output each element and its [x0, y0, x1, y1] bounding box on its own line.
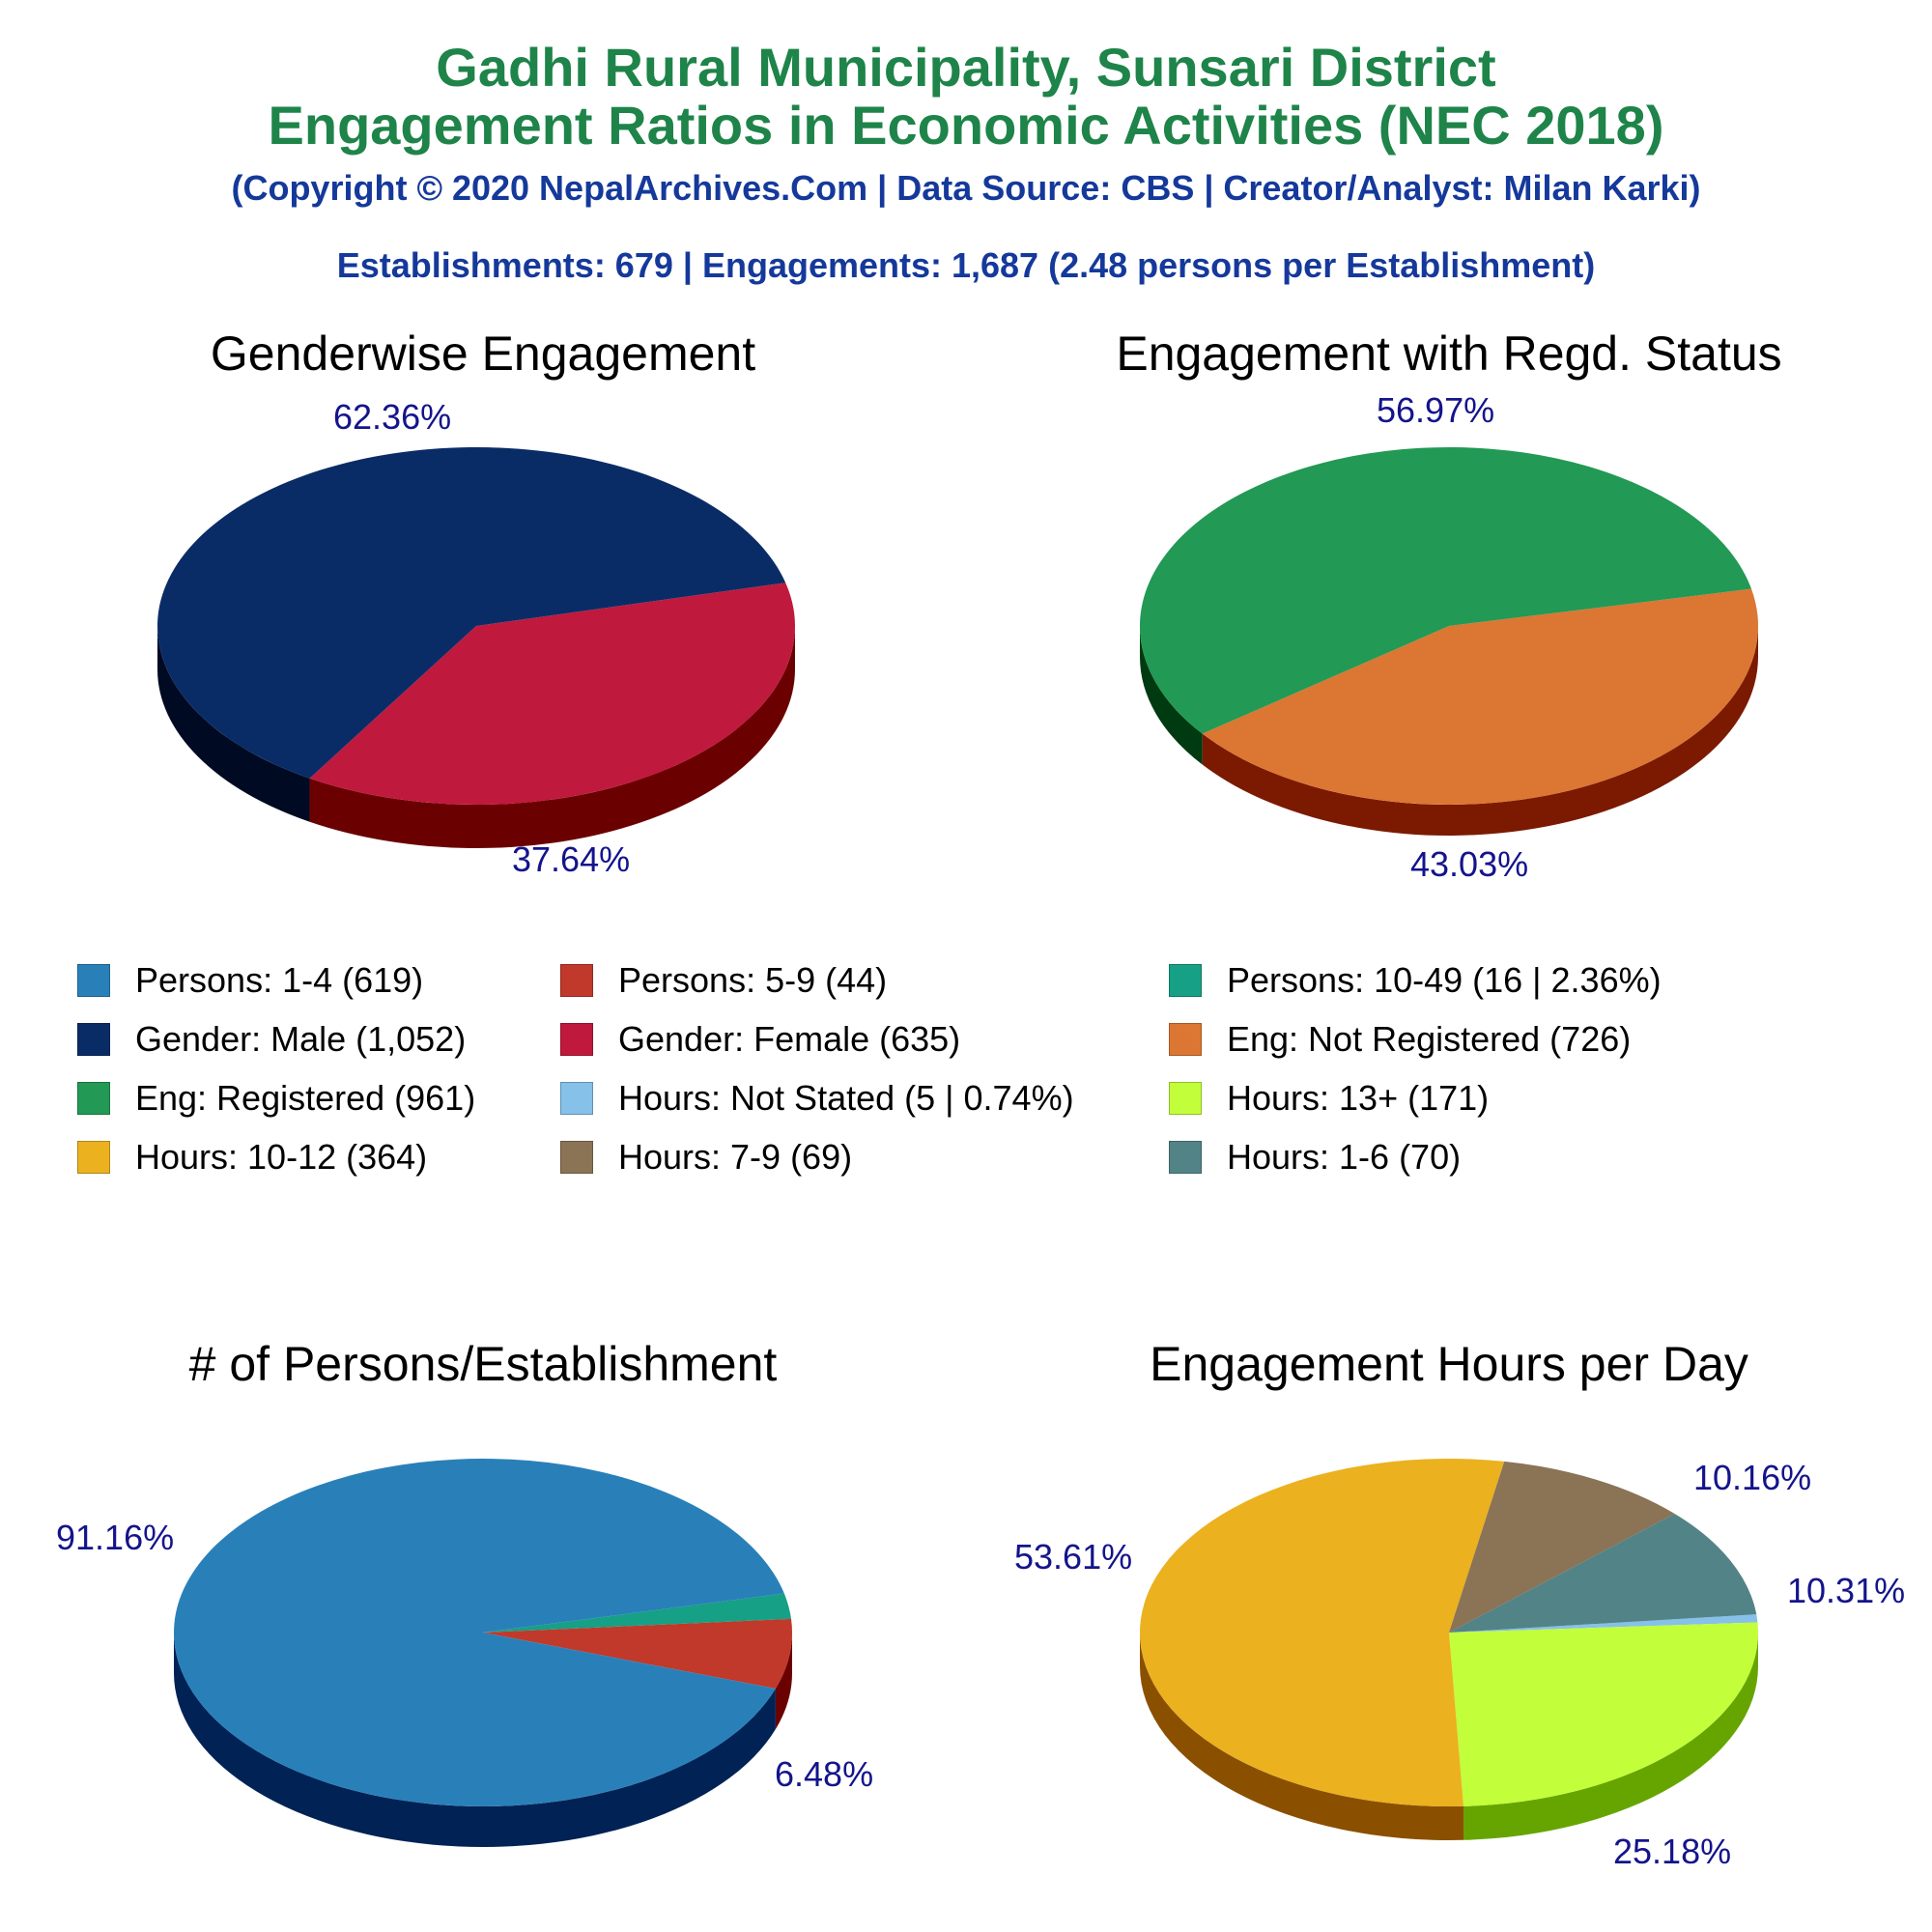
pie-gender — [157, 447, 796, 849]
pie-slice-eng-not-registered — [1202, 588, 1758, 805]
legend-swatch — [1169, 1023, 1202, 1056]
legend-swatch — [560, 964, 593, 997]
summary-line: Establishments: 679 | Engagements: 1,687… — [336, 245, 1596, 285]
pie-side-persons-5-9 — [775, 1633, 793, 1730]
legend-label: Persons: 5-9 (44) — [618, 960, 888, 1000]
pie-side-gender-male — [157, 626, 310, 822]
legend-item: Persons: 10-49 (16 | 2.36%) — [1169, 956, 1662, 1005]
pie-hours-label-13plus: 25.18% — [1613, 1832, 1732, 1871]
pie-hours-label-1-6: 10.31% — [1787, 1571, 1906, 1610]
legend-label: Hours: 10-12 (364) — [135, 1137, 428, 1177]
pie-side-hours-13- — [1463, 1633, 1758, 1840]
legend-item: Persons: 5-9 (44) — [560, 956, 887, 1005]
legend-swatch — [560, 1082, 593, 1115]
legend-label: Eng: Registered (961) — [135, 1078, 476, 1118]
pie-hours-label-10-12: 53.61% — [1014, 1537, 1133, 1577]
legend-swatch — [1169, 1082, 1202, 1115]
pie-regd-title: Engagement with Regd. Status — [1116, 327, 1782, 381]
legend-item: Gender: Female (635) — [560, 1015, 960, 1064]
pie-gender-label-male: 62.36% — [333, 397, 452, 437]
pie-gender-label-female: 37.64% — [512, 839, 631, 879]
legend-swatch — [1169, 1141, 1202, 1174]
pie-persons-label-5-9: 6.48% — [775, 1754, 874, 1794]
pie-slice-hours-1-6 — [1449, 1513, 1757, 1633]
pie-side-eng-registered — [1140, 626, 1203, 765]
pie-slice-gender-male — [157, 447, 786, 779]
legend-label: Gender: Male (1,052) — [135, 1019, 467, 1059]
pie-persons-label-1-4: 91.16% — [56, 1518, 175, 1557]
legend-swatch — [77, 1141, 110, 1174]
legend-swatch — [77, 1082, 110, 1115]
pie-regd-label-notregistered: 43.03% — [1410, 844, 1529, 884]
legend-label: Gender: Female (635) — [618, 1019, 961, 1059]
pie-side-eng-not-registered — [1202, 626, 1758, 836]
pie-slice-eng-registered — [1140, 446, 1752, 734]
pie-slice-gender-female — [309, 582, 796, 805]
pie-regd-label-registered: 56.97% — [1377, 390, 1495, 430]
legend-label: Eng: Not Registered (726) — [1227, 1019, 1632, 1059]
title-line-1: Gadhi Rural Municipality, Sunsari Distri… — [436, 37, 1496, 98]
legend-swatch — [77, 964, 110, 997]
legend-swatch — [77, 1023, 110, 1056]
pie-slice-persons-10-49 — [483, 1593, 792, 1633]
legend-item: Hours: 10-12 (364) — [77, 1133, 427, 1181]
legend-item: Persons: 1-4 (619) — [77, 956, 423, 1005]
legend-item: Hours: 13+ (171) — [1169, 1074, 1489, 1122]
legend-item: Eng: Not Registered (726) — [1169, 1015, 1631, 1064]
legend-swatch — [560, 1141, 593, 1174]
title-line-2: Engagement Ratios in Economic Activities… — [268, 95, 1664, 156]
legend-label: Hours: Not Stated (5 | 0.74%) — [618, 1078, 1074, 1118]
pie-slice-persons-5-9 — [483, 1618, 792, 1690]
legend-label: Hours: 13+ (171) — [1227, 1078, 1490, 1118]
legend-label: Persons: 1-4 (619) — [135, 960, 424, 1000]
legend-swatch — [1169, 964, 1202, 997]
pie-side-hours-10-12 — [1140, 1633, 1463, 1841]
pie-persons-title: # of Persons/Establishment — [188, 1337, 778, 1391]
pie-side-gender-female — [309, 626, 795, 849]
pie-gender-title: Genderwise Engagement — [210, 327, 756, 381]
copyright-line: (Copyright © 2020 NepalArchives.Com | Da… — [231, 168, 1701, 208]
pie-persons — [174, 1459, 793, 1848]
pie-side-persons-1-4 — [174, 1633, 776, 1848]
legend: Persons: 1-4 (619) Persons: 5-9 (44) Perso… — [0, 956, 1932, 1208]
pie-hours-title: Engagement Hours per Day — [1150, 1337, 1748, 1391]
legend-item: Eng: Registered (961) — [77, 1074, 475, 1122]
pie-slice-hours-7-9 — [1449, 1461, 1675, 1633]
pie-slice-hours-10-12 — [1140, 1459, 1505, 1807]
legend-label: Hours: 7-9 (69) — [618, 1137, 853, 1177]
legend-label: Persons: 10-49 (16 | 2.36%) — [1227, 960, 1662, 1000]
pie-slice-hours-not-stated — [1449, 1614, 1758, 1633]
pie-hours-label-7-9: 10.16% — [1693, 1458, 1812, 1497]
pie-slice-hours-13- — [1449, 1622, 1758, 1806]
legend-item: Hours: 7-9 (69) — [560, 1133, 852, 1181]
legend-item: Gender: Male (1,052) — [77, 1015, 466, 1064]
legend-swatch — [560, 1023, 593, 1056]
legend-item: Hours: Not Stated (5 | 0.74%) — [560, 1074, 1074, 1122]
legend-label: Hours: 1-6 (70) — [1227, 1137, 1462, 1177]
pie-regd — [1140, 446, 1758, 836]
legend-item: Hours: 1-6 (70) — [1169, 1133, 1461, 1181]
pie-slice-persons-1-4 — [174, 1459, 784, 1806]
